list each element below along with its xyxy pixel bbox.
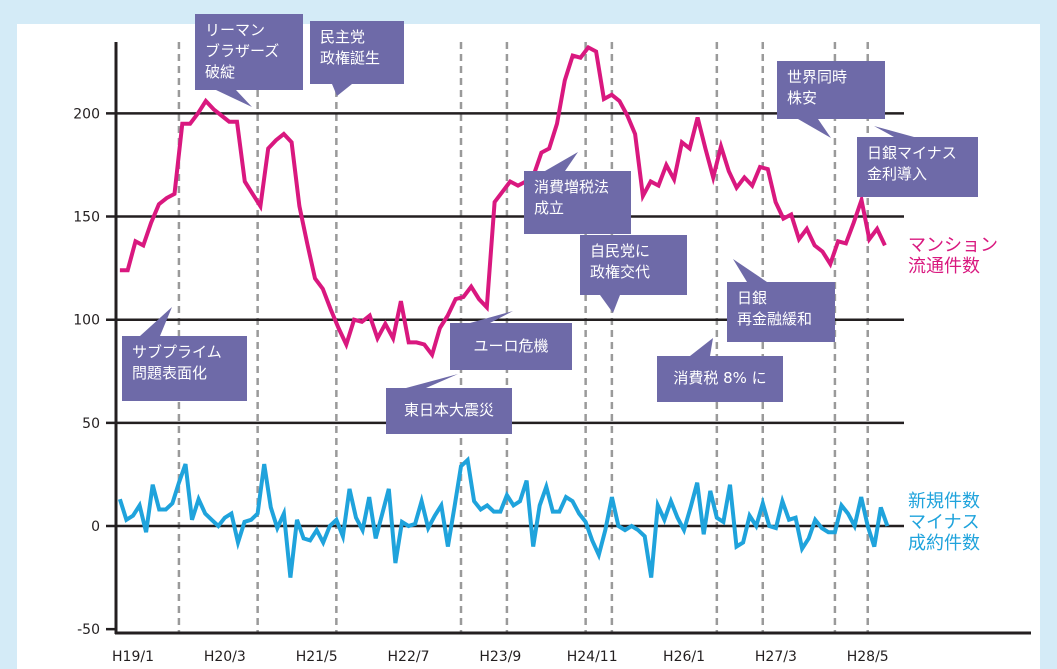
annotation-lehman: リーマン ブラザーズ 破綻 xyxy=(195,14,303,90)
callout-pointer xyxy=(600,295,620,313)
legend-mansion-listings: マンション 流通件数 xyxy=(908,235,998,277)
annotation-dpj: 民主党 政権誕生 xyxy=(310,21,404,84)
series-line-mansion-listings xyxy=(119,44,887,360)
annotation-subprime: サブプライム 問題表面化 xyxy=(122,336,247,401)
callout-pointer xyxy=(216,90,252,107)
x-tick-label: H27/3 xyxy=(755,649,797,665)
x-tick-label: H22/7 xyxy=(388,649,430,665)
y-tick-label: 50 xyxy=(82,416,100,432)
callout-pointer xyxy=(874,126,914,137)
y-tick-label: 200 xyxy=(73,106,100,122)
callout-pointer xyxy=(470,311,513,323)
annotation-euro-crisis: ユーロ危機 xyxy=(450,323,572,370)
callout-pointer xyxy=(545,152,578,171)
annotation-tax-law: 消費増税法 成立 xyxy=(524,171,631,234)
x-tick-label: H26/1 xyxy=(663,649,705,665)
legend-new-minus-contracts: 新規件数 マイナス 成約件数 xyxy=(908,491,980,554)
y-tick-label: 0 xyxy=(91,519,100,535)
x-tick-label: H28/5 xyxy=(847,649,889,665)
annotation-tax-8pct: 消費税 8% に xyxy=(657,356,783,402)
x-tick-label: H19/1 xyxy=(112,649,154,665)
annotation-ldp: 自民党に 政権交代 xyxy=(580,235,687,295)
callout-pointer xyxy=(733,259,767,282)
x-tick-label: H20/3 xyxy=(204,649,246,665)
callout-pointer xyxy=(798,119,831,138)
annotation-world-crash: 世界同時 株安 xyxy=(777,61,885,119)
y-tick-label: 100 xyxy=(73,313,100,329)
y-tick-label: 150 xyxy=(73,210,100,226)
x-tick-label: H24/11 xyxy=(567,649,618,665)
annotation-boj-easing: 日銀 再金融緩和 xyxy=(727,282,835,342)
annotation-earthquake: 東日本大震災 xyxy=(386,388,512,434)
y-tick-label: -50 xyxy=(77,622,100,638)
callout-pointer xyxy=(690,338,713,356)
x-tick-label: H23/9 xyxy=(479,649,521,665)
callout-pointer xyxy=(140,307,172,336)
x-tick-label: H21/5 xyxy=(296,649,338,665)
series-line-new-minus-contracts xyxy=(117,455,890,578)
callout-pointer xyxy=(332,84,352,96)
callout-pointer xyxy=(406,374,458,388)
annotation-negative-rate: 日銀マイナス 金利導入 xyxy=(857,137,978,197)
